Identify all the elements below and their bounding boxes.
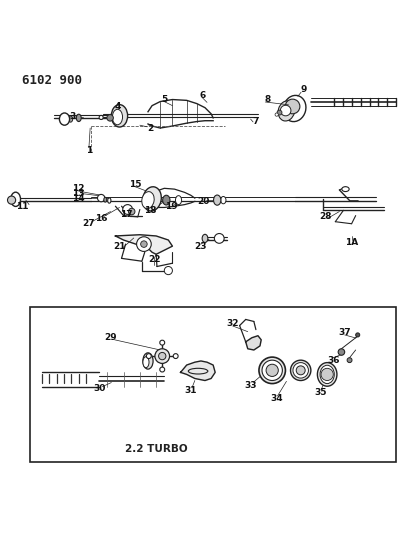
Circle shape (97, 195, 105, 202)
Circle shape (274, 113, 278, 116)
Text: 15: 15 (128, 180, 141, 189)
Text: 17: 17 (120, 211, 133, 219)
Ellipse shape (68, 116, 72, 122)
Text: 16: 16 (94, 214, 107, 223)
Ellipse shape (103, 197, 106, 202)
Circle shape (107, 115, 113, 121)
Text: 34: 34 (269, 394, 282, 403)
Text: 23: 23 (194, 243, 207, 252)
Text: 11: 11 (16, 201, 29, 211)
Ellipse shape (76, 114, 81, 122)
Text: 18: 18 (144, 206, 156, 215)
Text: 13: 13 (72, 189, 85, 198)
Text: 22: 22 (148, 255, 160, 264)
Text: 33: 33 (244, 381, 256, 390)
Text: 32: 32 (226, 319, 238, 328)
Text: 8: 8 (263, 95, 270, 104)
Text: 21: 21 (113, 243, 126, 252)
Circle shape (155, 349, 169, 364)
Ellipse shape (111, 104, 127, 127)
Circle shape (280, 105, 290, 116)
Polygon shape (180, 361, 215, 381)
Text: 20: 20 (196, 197, 209, 206)
Text: 6: 6 (198, 91, 205, 100)
Text: 6102 900: 6102 900 (22, 74, 81, 87)
Ellipse shape (258, 357, 285, 384)
Text: 28: 28 (318, 212, 330, 221)
Text: 2: 2 (146, 124, 153, 133)
Text: 4: 4 (114, 102, 120, 111)
Text: 27: 27 (83, 219, 95, 228)
Circle shape (128, 208, 135, 215)
Circle shape (136, 237, 151, 252)
Circle shape (346, 358, 351, 362)
Ellipse shape (202, 235, 207, 243)
Ellipse shape (290, 360, 310, 381)
Circle shape (355, 333, 359, 337)
Text: 7: 7 (252, 117, 258, 126)
Circle shape (140, 241, 147, 247)
Circle shape (7, 196, 16, 204)
Circle shape (99, 116, 103, 119)
Text: 19: 19 (165, 201, 178, 211)
Circle shape (173, 354, 178, 359)
Ellipse shape (162, 195, 170, 205)
Circle shape (164, 266, 172, 274)
Ellipse shape (143, 357, 148, 368)
Ellipse shape (143, 353, 153, 369)
Ellipse shape (142, 187, 161, 211)
Text: 31: 31 (184, 386, 196, 395)
Text: 2.2 TURBO: 2.2 TURBO (124, 444, 187, 454)
Ellipse shape (142, 192, 154, 208)
Text: 36: 36 (326, 356, 339, 365)
Text: 9: 9 (300, 85, 306, 94)
Ellipse shape (292, 362, 308, 378)
Circle shape (160, 367, 164, 372)
Ellipse shape (317, 362, 336, 386)
Text: 35: 35 (314, 388, 326, 397)
Ellipse shape (341, 187, 348, 191)
Text: 37: 37 (337, 328, 350, 337)
Text: 1: 1 (85, 146, 92, 155)
Text: 29: 29 (104, 333, 117, 342)
Ellipse shape (220, 197, 225, 204)
Polygon shape (245, 336, 261, 350)
Ellipse shape (112, 109, 122, 125)
Circle shape (337, 349, 344, 356)
Text: 14: 14 (72, 194, 85, 203)
Bar (30, 307, 396, 462)
Ellipse shape (108, 198, 111, 203)
Ellipse shape (277, 101, 294, 121)
Ellipse shape (11, 192, 20, 206)
Ellipse shape (59, 113, 70, 125)
Ellipse shape (295, 366, 304, 375)
Polygon shape (115, 235, 172, 254)
Text: 30: 30 (93, 384, 105, 393)
Ellipse shape (319, 365, 333, 384)
Circle shape (276, 110, 281, 115)
Circle shape (320, 368, 333, 381)
Text: 5: 5 (161, 95, 167, 104)
Ellipse shape (213, 195, 220, 205)
Ellipse shape (261, 360, 282, 381)
Ellipse shape (175, 196, 181, 205)
Ellipse shape (283, 95, 305, 122)
Text: 1A: 1A (344, 238, 357, 247)
Ellipse shape (265, 364, 278, 376)
Text: 3: 3 (70, 112, 76, 121)
Text: 12: 12 (72, 184, 85, 193)
Circle shape (146, 354, 151, 359)
Circle shape (214, 233, 224, 243)
Circle shape (160, 340, 164, 345)
Circle shape (285, 99, 299, 114)
Circle shape (158, 352, 166, 360)
Circle shape (122, 205, 132, 214)
